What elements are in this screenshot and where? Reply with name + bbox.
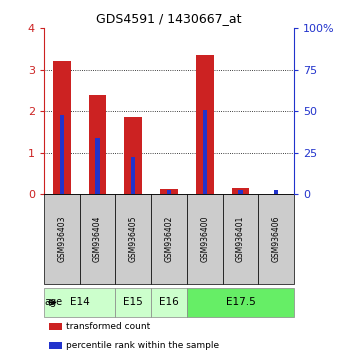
Bar <box>223 194 258 284</box>
Bar <box>274 190 278 194</box>
Bar <box>89 95 106 194</box>
Bar <box>131 157 136 194</box>
Bar <box>258 194 294 284</box>
Text: GSM936404: GSM936404 <box>93 216 102 262</box>
Text: percentile rank within the sample: percentile rank within the sample <box>66 341 219 350</box>
Bar <box>44 287 115 317</box>
Text: GSM936406: GSM936406 <box>272 216 281 262</box>
Bar <box>167 190 171 194</box>
Text: GSM936400: GSM936400 <box>200 216 209 262</box>
Bar <box>187 194 223 284</box>
Bar <box>202 110 207 194</box>
Bar <box>124 117 142 194</box>
Bar <box>238 190 243 194</box>
Bar <box>60 115 64 194</box>
Bar <box>160 189 178 194</box>
Text: E15: E15 <box>123 297 143 307</box>
Text: E17.5: E17.5 <box>225 297 255 307</box>
Bar <box>44 194 80 284</box>
Text: GDS4591 / 1430667_at: GDS4591 / 1430667_at <box>96 12 242 25</box>
Text: GSM936402: GSM936402 <box>165 216 173 262</box>
Text: GSM936405: GSM936405 <box>129 216 138 262</box>
Bar <box>151 194 187 284</box>
Bar <box>151 287 187 317</box>
Bar <box>115 287 151 317</box>
Text: GSM936401: GSM936401 <box>236 216 245 262</box>
Bar <box>232 188 249 194</box>
Bar <box>115 194 151 284</box>
Bar <box>95 138 100 194</box>
Text: age: age <box>44 297 63 307</box>
Text: E14: E14 <box>70 297 90 307</box>
Bar <box>80 194 115 284</box>
Text: transformed count: transformed count <box>66 322 150 331</box>
Text: GSM936403: GSM936403 <box>57 216 66 262</box>
Text: E16: E16 <box>159 297 179 307</box>
Bar <box>53 62 71 194</box>
Bar <box>196 55 214 194</box>
Bar <box>187 287 294 317</box>
